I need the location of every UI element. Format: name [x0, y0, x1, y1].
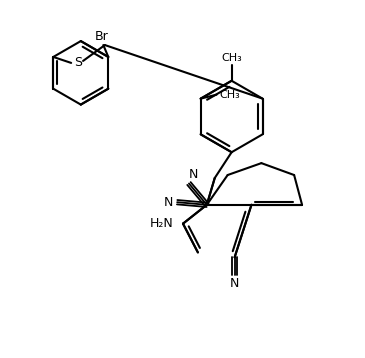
Text: N: N [189, 168, 199, 181]
Text: CH₃: CH₃ [219, 90, 240, 100]
Text: CH₃: CH₃ [221, 53, 242, 63]
Text: S: S [74, 57, 82, 69]
Text: N: N [164, 196, 173, 209]
Text: Br: Br [95, 30, 108, 43]
Text: H₂N: H₂N [149, 217, 173, 230]
Text: N: N [230, 277, 239, 290]
